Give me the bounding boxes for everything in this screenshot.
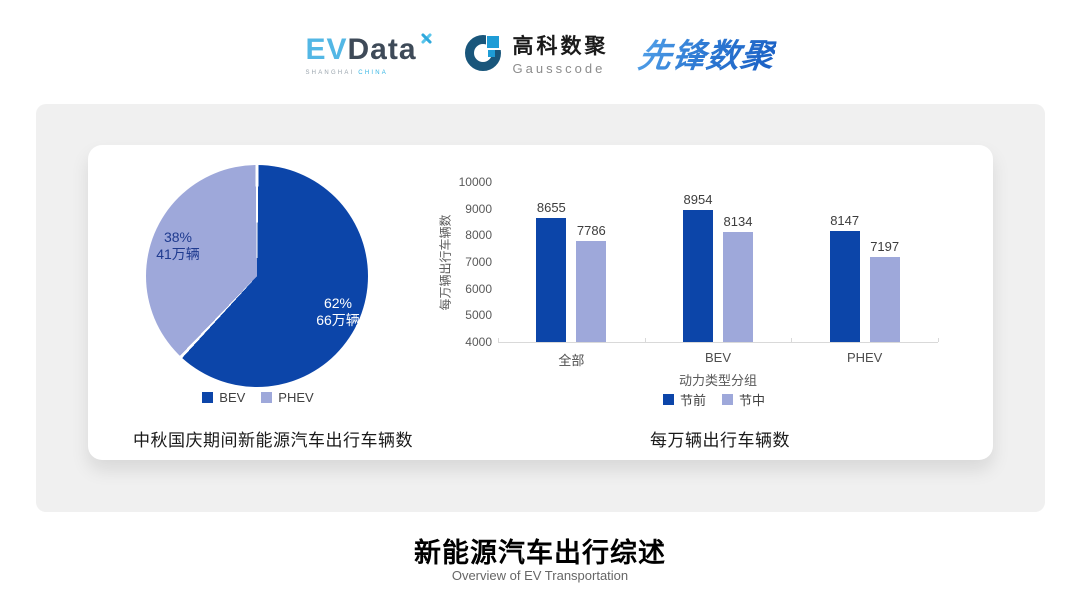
x-category-label: PHEV xyxy=(846,350,883,365)
bar-节中-PHEV xyxy=(869,256,900,342)
bar-value-label: 7197 xyxy=(870,238,900,254)
x-category-label: BEV xyxy=(704,350,731,365)
pie-phev-pct: 38% xyxy=(163,229,193,245)
legend-label: 节中 xyxy=(739,393,766,408)
x-axis-tick xyxy=(791,338,793,342)
x-axis-line xyxy=(498,342,938,343)
x-axis-tick xyxy=(938,338,939,342)
pie-chart-title: 中秋国庆期间新能源汽车出行车辆数 xyxy=(133,431,413,450)
legend-swatch xyxy=(261,392,273,403)
pie-bev-pct: 62% xyxy=(323,295,353,311)
evdata-logo: EV Data SHANGHAI CHINA xyxy=(305,31,432,76)
header-logos: EV Data SHANGHAI CHINA 高科数聚 Gausscode 先锋… xyxy=(0,18,1080,88)
evdata-star-icon xyxy=(419,31,433,45)
gausscode-cn-text: 高科数聚 xyxy=(512,35,609,58)
bar-value-label: 8147 xyxy=(830,213,860,229)
gausscode-logo: 高科数聚 Gausscode xyxy=(463,30,609,76)
pie-phev-sub: 41万辆 xyxy=(156,246,200,262)
y-tick-label: 5000 xyxy=(465,308,492,323)
chart-card: 38% 41万辆 62% 66万辆 BEV PHEV 中秋国庆期间新能源汽车出行车… xyxy=(88,145,993,460)
legend-item: 节前 xyxy=(662,390,706,409)
evdata-subtitle: SHANGHAI CHINA xyxy=(305,70,388,76)
pioneer-logo: 先锋数聚 xyxy=(635,29,778,77)
pie-chart xyxy=(146,165,368,387)
bar-chart-title: 每万辆出行车辆数 xyxy=(650,431,790,450)
bar-value-label: 8655 xyxy=(536,199,566,215)
x-category-label: 全部 xyxy=(558,353,585,368)
bar-节前-PHEV xyxy=(829,231,860,342)
legend-item: 节中 xyxy=(722,390,765,409)
x-axis-tick xyxy=(644,338,646,342)
y-axis-title: 每万辆出行车辆数 xyxy=(438,214,453,311)
legend-item: BEV xyxy=(202,390,245,405)
bar-节中-全部 xyxy=(576,241,607,342)
bar-legend: 节前 节中 xyxy=(564,390,864,409)
legend-label: 节前 xyxy=(679,393,706,408)
legend-swatch xyxy=(662,394,674,405)
evdata-data-text: Data xyxy=(347,32,417,66)
y-tick-label: 7000 xyxy=(465,255,492,269)
evdata-china-text: CHINA xyxy=(358,69,388,76)
legend-item: PHEV xyxy=(261,390,314,405)
evdata-ev-text: EV xyxy=(305,32,348,66)
x-axis-title: 动力类型分组 xyxy=(678,373,757,388)
pie-bev-sub: 66万辆 xyxy=(316,312,360,328)
legend-swatch xyxy=(722,394,733,405)
bar-节中-BEV xyxy=(723,231,753,342)
pie-legend: BEV PHEV xyxy=(108,390,408,405)
legend-label: BEV xyxy=(219,390,246,405)
gausscode-text: 高科数聚 Gausscode xyxy=(513,30,609,76)
legend-swatch xyxy=(202,392,214,403)
bar-value-label: 8134 xyxy=(723,213,753,229)
bar-value-label: 8954 xyxy=(683,191,713,207)
y-tick-label: 10000 xyxy=(458,175,492,189)
y-tick-label: 6000 xyxy=(465,281,492,296)
bar-value-label: 7786 xyxy=(576,223,606,239)
evdata-wordmark: EV Data xyxy=(305,31,432,67)
x-axis-tick xyxy=(498,338,499,342)
evdata-shanghai-text: SHANGHAI xyxy=(305,69,355,76)
bar-节前-BEV xyxy=(683,209,713,342)
legend-label: PHEV xyxy=(278,390,314,405)
pie-slice-label-bev: 62% 66万辆 xyxy=(278,295,398,329)
gausscode-g-icon xyxy=(463,33,503,73)
y-tick-label: 8000 xyxy=(465,228,492,243)
y-tick-label: 4000 xyxy=(465,335,492,349)
y-tick-label: 9000 xyxy=(465,201,492,216)
pie-slice-label-phev: 38% 41万辆 xyxy=(118,229,238,263)
gausscode-en-text: Gausscode xyxy=(512,61,606,76)
bar-节前-全部 xyxy=(536,217,567,342)
footer-title: 新能源汽车出行综述 xyxy=(414,538,666,568)
footer-subtitle: Overview of EV Transportation xyxy=(451,568,629,583)
